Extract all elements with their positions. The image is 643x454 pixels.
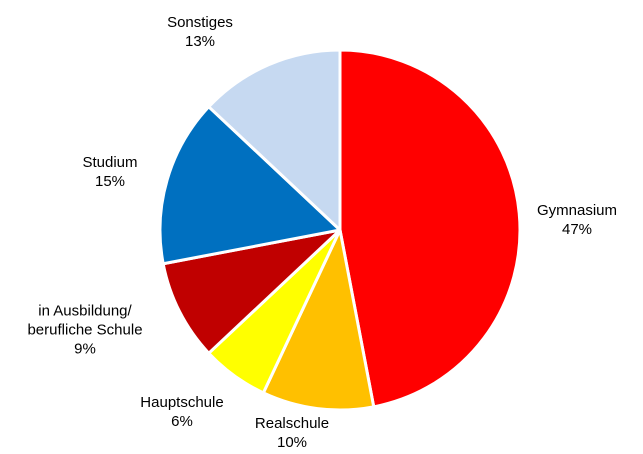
slice-label: Studium 15% xyxy=(82,153,137,191)
category-label: Realschule xyxy=(254,415,330,432)
value-label: 6% xyxy=(171,413,193,430)
value-label: 9% xyxy=(74,340,96,358)
category-label: Hauptschule xyxy=(140,394,224,411)
category-label: Studium xyxy=(82,154,138,171)
value-label: 47% xyxy=(561,221,593,238)
pie-slice xyxy=(338,48,522,409)
slice-label: Sonstiges 13% xyxy=(167,13,233,51)
slice-label: Realschule 10% xyxy=(255,414,329,452)
pie-slice xyxy=(261,228,376,412)
category-label: Sonstiges xyxy=(167,14,233,31)
pie-slice xyxy=(207,48,342,232)
slice-label: Gymnasium 47% xyxy=(537,201,617,239)
value-label: 10% xyxy=(276,434,308,451)
value-label: 15% xyxy=(94,173,126,190)
slice-label: Hauptschule 6% xyxy=(140,393,223,431)
value-label: 13% xyxy=(184,33,216,50)
pie-slice xyxy=(161,228,342,355)
category-label: in Ausbildung/ berufliche Schule xyxy=(27,302,143,339)
pie-slice xyxy=(158,105,342,266)
category-label: Gymnasium xyxy=(536,202,618,219)
slice-label: in Ausbildung/ berufliche Schule 9% xyxy=(27,302,142,359)
